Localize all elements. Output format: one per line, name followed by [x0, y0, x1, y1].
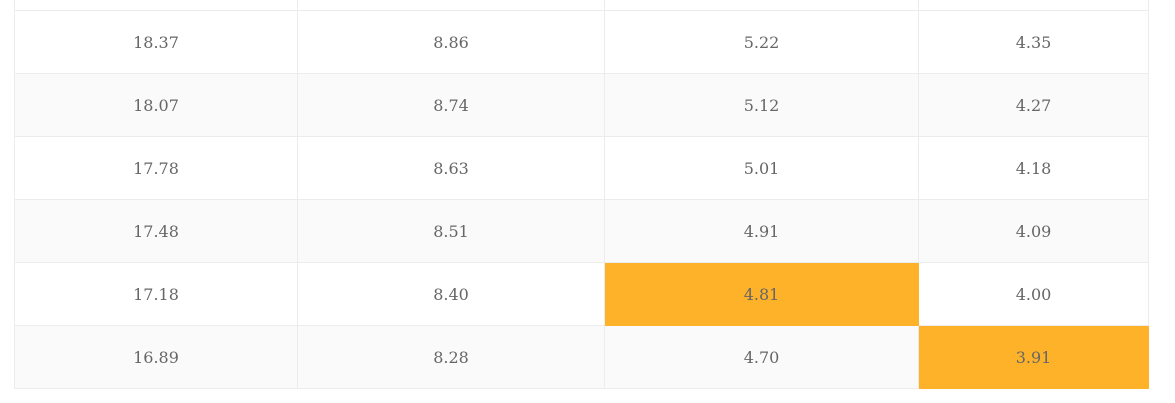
- table-cell: 17.18: [14, 262, 298, 326]
- data-table-container: 18.37 8.86 5.22 4.35 18.07 8.74 5.12 4.2…: [14, 0, 1149, 389]
- table-row: 17.18 8.40 4.81 4.00: [14, 262, 1149, 326]
- table-cell: 5.12: [604, 73, 919, 137]
- table-cell: 8.51: [297, 199, 605, 263]
- data-table: 18.37 8.86 5.22 4.35 18.07 8.74 5.12 4.2…: [14, 0, 1149, 389]
- table-cell: 17.48: [14, 199, 298, 263]
- table-cell: 4.35: [918, 10, 1149, 74]
- table-cell: 4.70: [604, 325, 919, 389]
- table-row: 18.37 8.86 5.22 4.35: [14, 10, 1149, 74]
- table-row: 18.07 8.74 5.12 4.27: [14, 73, 1149, 137]
- table-cell-highlighted: 4.81: [604, 262, 919, 326]
- table-cell: 5.22: [604, 10, 919, 74]
- table-cell: [297, 0, 605, 11]
- table-cell: [14, 0, 298, 11]
- table-cell: 16.89: [14, 325, 298, 389]
- table-cell: 4.27: [918, 73, 1149, 137]
- table-cell: 8.86: [297, 10, 605, 74]
- table-row: 17.78 8.63 5.01 4.18: [14, 136, 1149, 200]
- table-cell: 4.09: [918, 199, 1149, 263]
- table-body: 18.37 8.86 5.22 4.35 18.07 8.74 5.12 4.2…: [14, 0, 1149, 389]
- table-cell: 4.18: [918, 136, 1149, 200]
- table-row-partial: [14, 0, 1149, 11]
- table-cell: 8.74: [297, 73, 605, 137]
- table-cell: 18.37: [14, 10, 298, 74]
- table-cell: 4.91: [604, 199, 919, 263]
- table-row: 17.48 8.51 4.91 4.09: [14, 199, 1149, 263]
- table-cell-highlighted: 3.91: [918, 325, 1149, 389]
- table-cell: [918, 0, 1149, 11]
- table-cell: [604, 0, 919, 11]
- table-cell: 4.00: [918, 262, 1149, 326]
- table-cell: 17.78: [14, 136, 298, 200]
- table-row: 16.89 8.28 4.70 3.91: [14, 325, 1149, 389]
- table-cell: 18.07: [14, 73, 298, 137]
- table-cell: 8.63: [297, 136, 605, 200]
- table-cell: 8.28: [297, 325, 605, 389]
- table-cell: 5.01: [604, 136, 919, 200]
- table-cell: 8.40: [297, 262, 605, 326]
